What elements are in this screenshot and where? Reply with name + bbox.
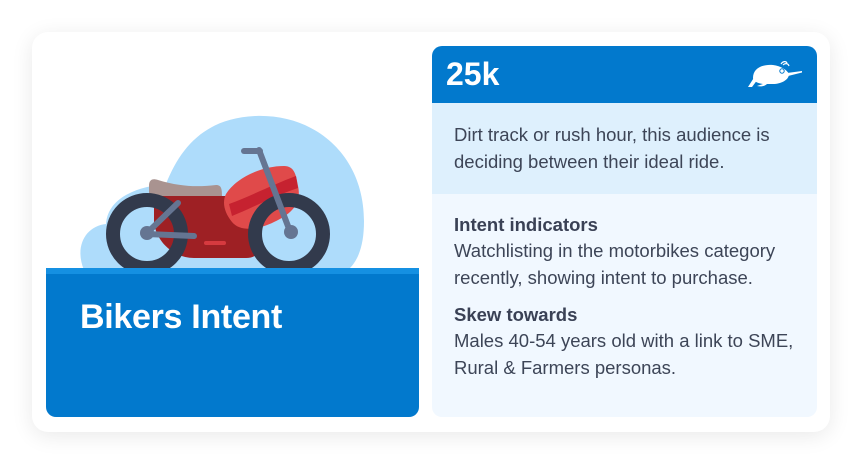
audience-visual-panel: Bikers Intent [46,46,419,417]
intent-indicators-text: Watchlisting in the motorbikes category … [454,240,776,288]
skew-towards-text: Males 40-54 years old with a link to SME… [454,330,794,378]
audience-title: Bikers Intent [80,298,283,336]
skew-towards-heading: Skew towards [454,304,578,325]
audience-card: Bikers Intent 25k Dirt track or rush hou… [32,32,830,432]
audience-info-panel: 25k Dirt track or rush hour, this audien… [432,46,817,417]
audience-details: Intent indicators Watchlisting in the mo… [432,194,817,381]
audience-summary: Dirt track or rush hour, this audience i… [432,103,817,194]
intent-indicators-heading: Intent indicators [454,214,598,235]
motorbike-illustration [80,115,365,270]
audience-size-header: 25k [432,46,817,103]
kiwi-bird-icon [748,61,802,87]
audience-size-value: 25k [446,56,500,92]
audience-title-panel: Bikers Intent [46,268,419,417]
